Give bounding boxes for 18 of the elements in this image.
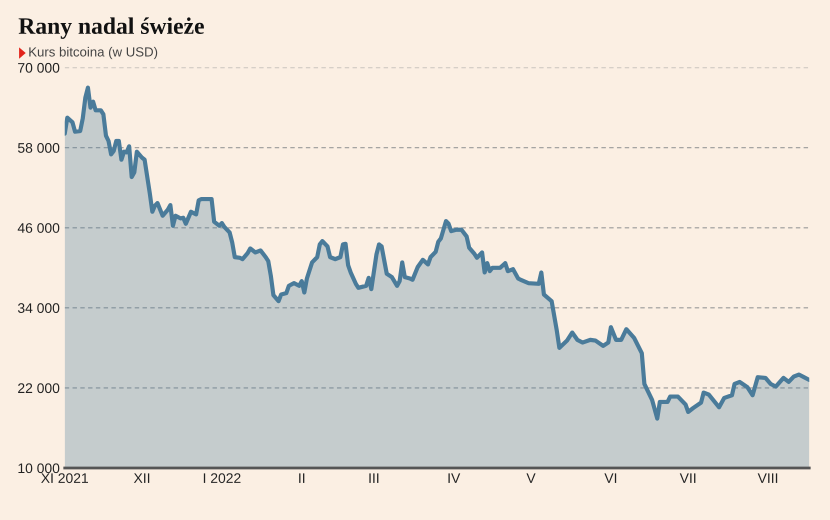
x-tick-label: II xyxy=(299,473,304,483)
chart-subtitle: Kurs bitcoina (w USD) xyxy=(29,46,158,60)
y-tick-label: 22 000 xyxy=(18,383,60,394)
x-tick-label: VIII xyxy=(758,473,778,483)
x-tick-label: III xyxy=(369,473,378,483)
x-tick-label: XI 2021 xyxy=(41,473,88,484)
y-tick-label: 58 000 xyxy=(18,143,60,153)
x-tick-label: VI xyxy=(604,473,616,483)
y-tick-label: 34 000 xyxy=(18,303,60,314)
x-tick-label: I 2022 xyxy=(204,473,240,484)
y-tick-label: 46 000 xyxy=(18,223,60,233)
x-tick-label: IV xyxy=(448,473,460,483)
y-tick-label: 70 000 xyxy=(18,62,60,73)
chart-title: Rany nadal świeże xyxy=(18,17,204,39)
x-tick-label: VII xyxy=(680,473,696,483)
x-tick-label: XII xyxy=(134,473,150,483)
y-tick-label: 10 000 xyxy=(18,463,60,474)
x-tick-label: V xyxy=(526,473,536,483)
